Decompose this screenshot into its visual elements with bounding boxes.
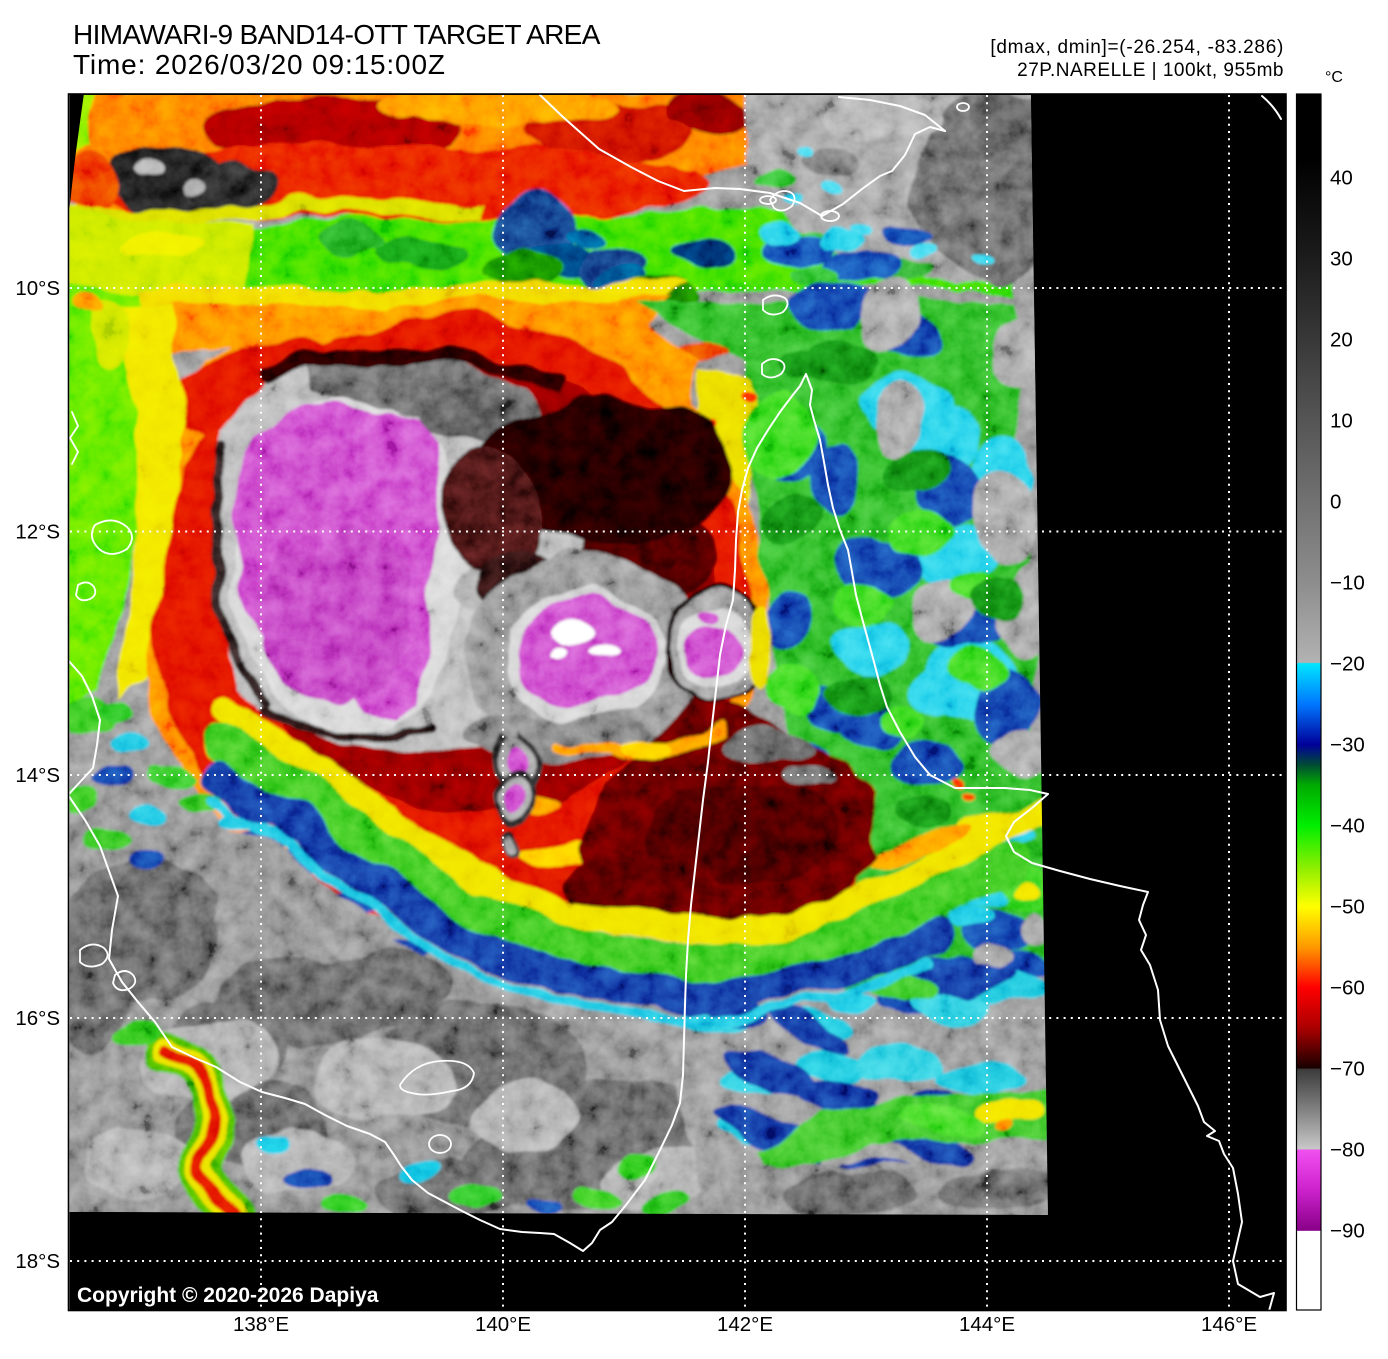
svg-text:−80: −80 (1330, 1139, 1365, 1162)
svg-text:27P.NARELLE | 100kt, 955mb: 27P.NARELLE | 100kt, 955mb (1017, 60, 1284, 81)
svg-text:−60: −60 (1330, 977, 1365, 1000)
svg-text:−70: −70 (1330, 1058, 1365, 1081)
svg-text:20: 20 (1330, 329, 1353, 352)
svg-text:[dmax, dmin]=(-26.254, -83.286: [dmax, dmin]=(-26.254, -83.286) (990, 37, 1284, 58)
svg-text:−40: −40 (1330, 815, 1365, 838)
svg-text:−90: −90 (1330, 1220, 1365, 1243)
svg-text:140°E: 140°E (475, 1313, 531, 1336)
svg-text:−50: −50 (1330, 896, 1365, 919)
svg-text:10: 10 (1330, 410, 1353, 433)
svg-text:14°S: 14°S (15, 764, 60, 787)
svg-text:12°S: 12°S (15, 521, 60, 544)
svg-text:18°S: 18°S (15, 1250, 60, 1273)
svg-text:144°E: 144°E (959, 1313, 1015, 1336)
svg-text:138°E: 138°E (233, 1313, 289, 1336)
svg-text:40: 40 (1330, 167, 1353, 190)
svg-text:HIMAWARI-9 BAND14-OTT TARGET A: HIMAWARI-9 BAND14-OTT TARGET AREA (73, 19, 601, 50)
svg-text:142°E: 142°E (717, 1313, 773, 1336)
svg-text:146°E: 146°E (1201, 1313, 1257, 1336)
svg-text:Copyright © 2020-2026 Dapiya: Copyright © 2020-2026 Dapiya (77, 1284, 379, 1307)
svg-text:°C: °C (1325, 69, 1343, 86)
svg-text:−10: −10 (1330, 572, 1365, 595)
svg-text:16°S: 16°S (15, 1007, 60, 1030)
svg-text:0: 0 (1330, 491, 1341, 514)
svg-text:−30: −30 (1330, 734, 1365, 757)
svg-text:Time: 2026/03/20 09:15:00Z: Time: 2026/03/20 09:15:00Z (73, 49, 446, 80)
svg-text:10°S: 10°S (15, 277, 60, 300)
svg-text:−20: −20 (1330, 653, 1365, 676)
svg-text:30: 30 (1330, 248, 1353, 271)
